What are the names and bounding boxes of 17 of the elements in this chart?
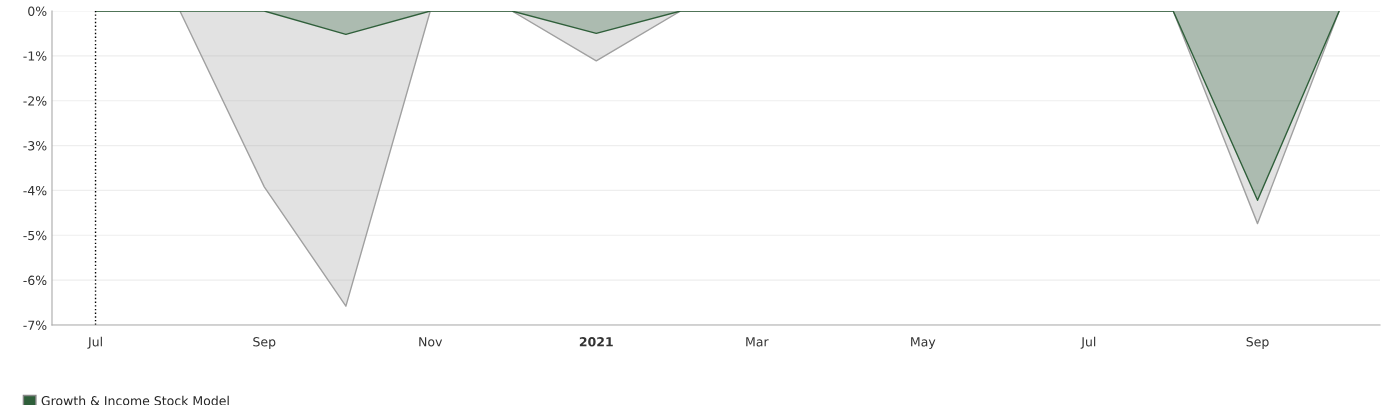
x-tick-label: Jul (1080, 336, 1096, 349)
y-tick-label: 0% (28, 6, 47, 16)
legend-label: Growth & Income Stock Model (41, 395, 229, 405)
y-tick-label: -3% (23, 141, 47, 151)
y-tick-label: -7% (23, 320, 47, 330)
x-tick-label: May (911, 337, 936, 349)
y-tick-label: -1% (23, 51, 47, 61)
y-tick-label: -6% (23, 275, 47, 286)
x-tick-label: Sep (253, 337, 276, 349)
y-tick-label: -4% (23, 185, 47, 196)
x-tick-label: 2021 (579, 337, 613, 347)
x-tick-label: Sep (1246, 337, 1269, 349)
x-tick-label: Jul (87, 336, 102, 349)
x-tick-label: Nov (419, 337, 443, 347)
y-tick-label: -2% (23, 96, 47, 106)
y-tick-label: -5% (23, 230, 47, 241)
x-tick-label: Mar (746, 337, 769, 347)
